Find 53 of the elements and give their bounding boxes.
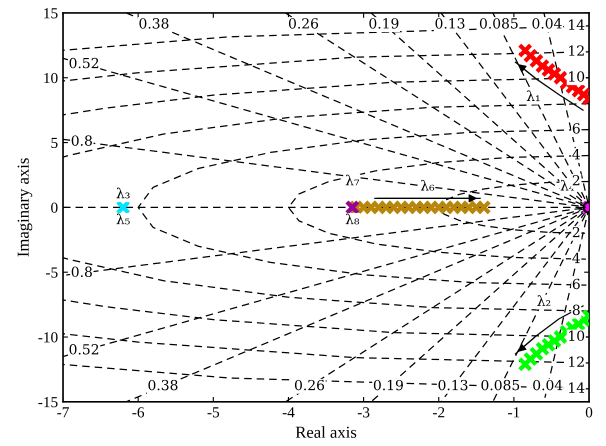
annotation: λ₂ bbox=[537, 295, 550, 306]
x-tick-label: 0 bbox=[586, 407, 592, 418]
y-axis-title: Imaginary axis bbox=[18, 158, 32, 257]
annotation: 0.19 bbox=[369, 18, 398, 29]
annotation: 4 bbox=[572, 149, 580, 160]
annotation: 0.04 bbox=[532, 18, 562, 29]
x-tick-label: -2 bbox=[432, 407, 444, 418]
annotation: λ₆ bbox=[420, 180, 434, 191]
annotation: 0.52 bbox=[70, 58, 98, 68]
x-tick-label: -3 bbox=[358, 407, 370, 418]
y-tick-label: -5 bbox=[46, 268, 58, 278]
annotation: 8 bbox=[572, 304, 580, 316]
x-axis-title: Real axis bbox=[296, 426, 356, 438]
annotation: λ₁ bbox=[526, 90, 540, 102]
annotation: 14 bbox=[569, 382, 584, 393]
annotation: 0.085 bbox=[481, 380, 520, 390]
annotation: 10 bbox=[569, 71, 584, 82]
annotation: 6 bbox=[572, 123, 580, 134]
annotation: 0.04 bbox=[533, 380, 562, 390]
annotation: 12 bbox=[569, 356, 584, 367]
annotation: 14 bbox=[569, 19, 584, 30]
annotation: 0.38 bbox=[148, 380, 178, 390]
annotation: λ₃ bbox=[116, 188, 130, 198]
annotation: 0.13 bbox=[435, 18, 464, 29]
annotation: 0.13 bbox=[438, 380, 468, 390]
annotation: λ₅ bbox=[116, 214, 130, 224]
y-tick-label: -15 bbox=[38, 397, 58, 408]
y-tick-label: 10 bbox=[44, 72, 58, 84]
y-tick-label: 15 bbox=[44, 8, 58, 18]
y-tick-label: 5 bbox=[51, 138, 58, 148]
annotation: λ₈ bbox=[346, 214, 360, 224]
annotation: 0.38 bbox=[139, 18, 168, 29]
annotation: 4 bbox=[572, 252, 580, 264]
y-tick-label: 0 bbox=[51, 202, 58, 213]
annotation: 0.26 bbox=[294, 380, 324, 390]
x-tick-label: -1 bbox=[508, 407, 520, 418]
annotation: 0.8 bbox=[72, 135, 92, 146]
x-tick-label: -4 bbox=[282, 407, 295, 418]
annotation: 0.085 bbox=[480, 18, 518, 29]
annotation: 2 bbox=[572, 174, 580, 186]
annotation: 10 bbox=[569, 330, 584, 342]
annotation: 2 bbox=[572, 226, 580, 238]
annotation: 6 bbox=[572, 278, 580, 290]
x-tick-label: -6 bbox=[132, 407, 144, 418]
x-tick-label: -5 bbox=[208, 407, 220, 418]
annotation: 0.52 bbox=[70, 344, 98, 355]
annotation: 12 bbox=[569, 45, 584, 56]
annotation: 0.19 bbox=[374, 380, 403, 390]
y-tick-label: -10 bbox=[38, 332, 58, 342]
annotation: 0.8 bbox=[72, 266, 92, 278]
annotation: λ₇ bbox=[346, 174, 360, 186]
annotation: 0.26 bbox=[288, 18, 318, 29]
x-tick-label: -7 bbox=[57, 407, 69, 418]
